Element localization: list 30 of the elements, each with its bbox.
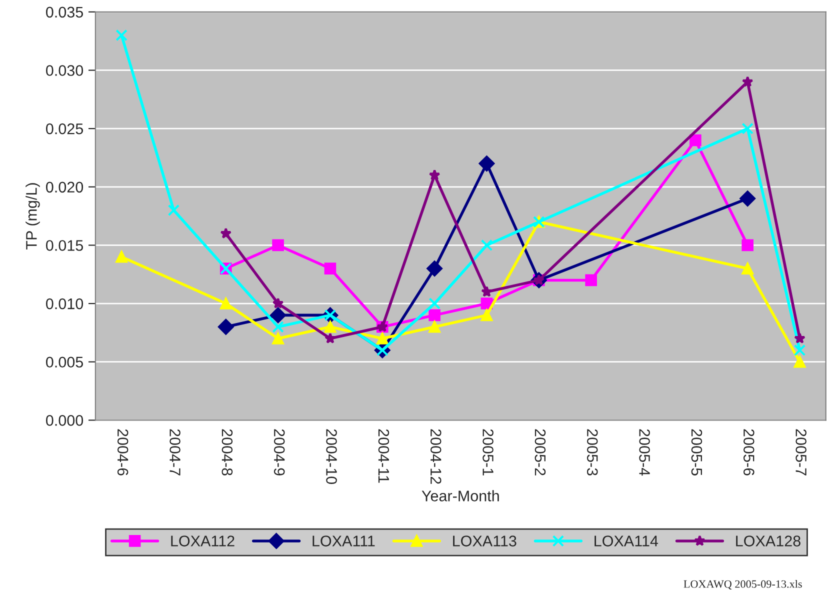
x-tick-label: 2004-6 <box>117 429 128 476</box>
y-tick-label: 0.020 <box>46 182 84 193</box>
x-axis-title: Year-Month <box>422 490 499 502</box>
legend-label: LOXA113 <box>453 536 516 546</box>
x-tick-label: 2004-8 <box>222 429 233 476</box>
legend-label: LOXA114 <box>594 536 658 546</box>
x-tick-label: 2005-3 <box>586 429 598 476</box>
x-tick-label: 2004-11 <box>378 429 390 483</box>
legend-label: LOXA111 <box>312 536 375 546</box>
x-tick-label: 2005-5 <box>691 429 702 476</box>
x-tick-label: 2005-2 <box>534 429 546 476</box>
legend-label: LOXA112 <box>171 536 234 546</box>
y-tick-label: 0.030 <box>46 65 84 76</box>
x-tick-label: 2004-9 <box>274 429 285 476</box>
text: LOXAWQ 2005-09-13.xls <box>684 580 802 590</box>
x-tick-label: 2004-7 <box>170 429 180 476</box>
y-tick-label: 0.015 <box>46 240 84 251</box>
y-tick-label: 0.035 <box>46 6 84 18</box>
legend-label: LOXA128 <box>736 536 800 546</box>
x-tick-label: 2005-1 <box>482 429 494 476</box>
x-tick-label: 2005-6 <box>743 429 754 476</box>
x-tick-label: 2004-12 <box>430 429 442 484</box>
x-tick-label: 2005-4 <box>639 429 650 476</box>
y-tick-label: 0.000 <box>46 415 84 426</box>
y-tick-label: 0.005 <box>46 356 84 368</box>
x-tick-label: 2005-7 <box>796 429 806 476</box>
y-tick-label: 0.010 <box>46 298 84 310</box>
y-axis-title: TP (mg/L) <box>26 183 40 250</box>
x-tick-label: 2004-10 <box>326 429 337 484</box>
y-tick-label: 0.025 <box>46 123 84 134</box>
